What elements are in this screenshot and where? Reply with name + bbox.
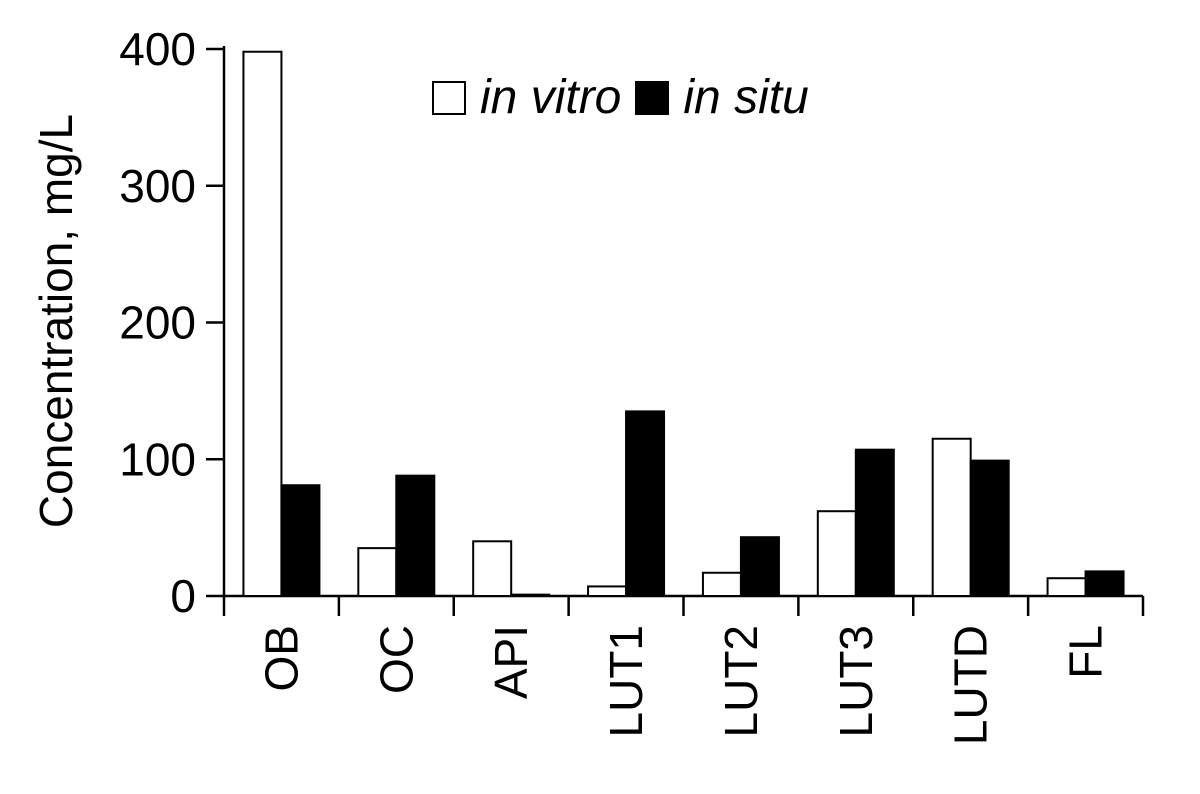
x-tick-label: LUT2: [715, 625, 767, 737]
bar-in-situ-lutd: [969, 459, 1010, 597]
y-tick-label: 100: [119, 433, 196, 485]
y-tick-label: 200: [119, 297, 196, 349]
x-tick-label: LUT3: [830, 625, 882, 737]
bar-in-vitro-ob: [242, 50, 283, 598]
bar-in-situ-oc: [395, 474, 436, 597]
legend-item-in-vitro: in vitro: [432, 70, 621, 125]
bar-in-vitro-lutd: [931, 437, 972, 597]
x-tick-label: FL: [1060, 625, 1112, 679]
x-ticks: OB OC API LUT1 LUT2 LUT3 LUTD FL: [222, 596, 1145, 745]
bar-in-situ-lut2: [739, 536, 780, 598]
bar-in-situ-lut3: [854, 448, 895, 597]
legend-item-in-situ: in situ: [635, 70, 809, 125]
bar-in-vitro-oc: [357, 547, 398, 598]
x-tick-label: API: [485, 625, 537, 699]
x-tick-label: LUT1: [600, 625, 652, 737]
legend-swatch-in-situ: [635, 80, 670, 115]
bar-in-vitro-lut1: [587, 585, 628, 597]
x-tick-label: LUTD: [945, 625, 997, 745]
legend-swatch-in-vitro: [432, 80, 466, 115]
bar-in-vitro-fl: [1046, 577, 1087, 597]
bar-in-vitro-api: [472, 540, 513, 597]
bar-in-vitro-lut2: [701, 571, 742, 598]
y-tick-label: 300: [119, 160, 196, 212]
bars: [242, 50, 1125, 598]
x-tick-label: OB: [255, 625, 307, 691]
y-ticks: 0 100 200 300 400: [119, 23, 224, 622]
bar-in-situ-fl: [1084, 570, 1125, 598]
bar-in-vitro-lut3: [816, 510, 857, 597]
legend: in vitro in situ: [432, 70, 823, 125]
y-axis-label: Concentration, mg/L: [30, 114, 82, 528]
legend-label-in-situ: in situ: [683, 71, 809, 124]
x-tick-label: OC: [370, 625, 422, 694]
bar-in-situ-api: [510, 593, 551, 598]
y-tick-label: 400: [119, 23, 196, 75]
bar-in-situ-ob: [280, 484, 321, 598]
y-tick-label: 0: [170, 570, 196, 622]
legend-label-in-vitro: in vitro: [480, 71, 622, 124]
bar-in-situ-lut1: [625, 410, 666, 598]
